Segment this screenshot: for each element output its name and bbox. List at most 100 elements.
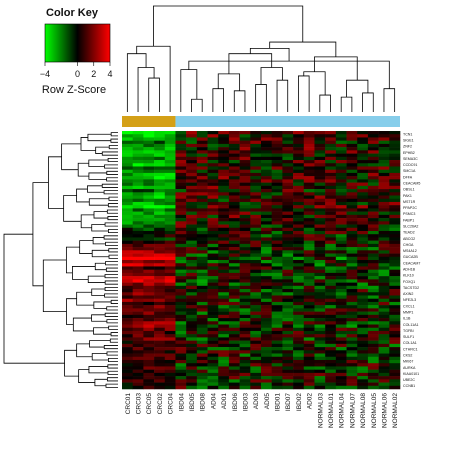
heatmap-cell — [378, 350, 390, 354]
heatmap-cell — [346, 234, 358, 238]
heatmap-cell — [122, 224, 133, 229]
heatmap-cell — [218, 189, 230, 193]
heatmap-cell — [132, 363, 144, 367]
heatmap-cell — [164, 379, 176, 383]
heatmap-cell — [303, 382, 315, 387]
heatmap-cell — [132, 260, 144, 264]
heatmap-cell — [196, 253, 208, 258]
heatmap-cell — [175, 163, 187, 167]
heatmap-cell — [175, 156, 187, 161]
heatmap-cell — [303, 379, 315, 383]
heatmap-cell — [325, 172, 337, 177]
heatmap-cell — [389, 385, 401, 390]
heatmap-cell — [250, 150, 262, 154]
heatmap-cell — [346, 372, 358, 377]
heatmap-cell — [367, 318, 379, 322]
heatmap-cell — [132, 237, 144, 241]
heatmap-cell — [239, 379, 251, 383]
heatmap-cell — [122, 318, 133, 322]
heatmap-cell — [186, 340, 198, 345]
heatmap-cell — [346, 143, 358, 148]
heatmap-cell — [164, 221, 176, 225]
heatmap-cell — [325, 143, 337, 148]
heatmap-cell — [325, 347, 337, 351]
heatmap-cell — [228, 137, 240, 141]
heatmap-cell — [228, 250, 240, 254]
heatmap-cell — [282, 169, 294, 174]
row-dendrogram-branch — [104, 293, 118, 298]
heatmap-cell — [154, 376, 166, 380]
heatmap-cell — [346, 189, 358, 193]
heatmap-cell — [271, 359, 283, 364]
heatmap-cell — [143, 179, 155, 183]
heatmap-cell — [303, 182, 315, 187]
heatmap-cell — [271, 201, 283, 206]
heatmap-cell — [378, 327, 390, 332]
heatmap-cell — [389, 192, 401, 196]
heatmap-cell — [367, 321, 379, 325]
heatmap-cell — [293, 230, 305, 235]
heatmap-cell — [196, 224, 208, 229]
heatmap-cell — [282, 201, 294, 206]
heatmap-cell — [261, 318, 272, 322]
heatmap-cell — [367, 330, 379, 335]
heatmap-cell — [378, 166, 390, 170]
heatmap-cell — [314, 179, 326, 183]
heatmap-cell — [186, 334, 198, 338]
heatmap-cell — [164, 243, 176, 248]
heatmap-cell — [154, 343, 166, 348]
heatmap-cell — [325, 343, 337, 348]
heatmap-cell — [261, 256, 272, 261]
heatmap-cell — [282, 160, 294, 164]
heatmap-cell — [346, 285, 358, 290]
heatmap-cell — [335, 131, 347, 135]
heatmap-cell — [143, 214, 155, 219]
heatmap-cell — [303, 295, 315, 299]
heatmap-cell — [239, 189, 251, 193]
heatmap-cell — [367, 289, 379, 293]
heatmap-cell — [196, 156, 208, 161]
heatmap-cell — [293, 263, 305, 267]
heatmap-cell — [367, 150, 379, 154]
heatmap-cell — [228, 218, 240, 222]
heatmap-cell — [164, 298, 176, 303]
heatmap-cell — [335, 211, 347, 216]
heatmap-cell — [389, 247, 401, 251]
heatmap-cell — [378, 147, 390, 151]
heatmap-cell — [132, 356, 144, 361]
column-label: NORMAL06 — [381, 393, 388, 428]
heatmap-cell — [250, 269, 262, 274]
heatmap-cell — [132, 340, 144, 345]
heatmap-cell — [271, 350, 283, 354]
heatmap-cell — [314, 131, 326, 135]
heatmap-cell — [282, 289, 294, 293]
heatmap-cell — [143, 160, 155, 164]
heatmap-cell — [357, 221, 369, 225]
column-dendrogram — [126, 5, 396, 112]
heatmap-cell — [325, 372, 337, 377]
heatmap-cell — [271, 305, 283, 309]
heatmap-cell — [164, 176, 176, 180]
heatmap-cell — [154, 285, 166, 290]
heatmap-cell — [154, 363, 166, 367]
heatmap-cell — [389, 327, 401, 332]
heatmap-cell — [293, 243, 305, 248]
heatmap-cell — [271, 182, 283, 187]
heatmap-cell — [154, 279, 166, 283]
heatmap-cell — [196, 243, 208, 248]
heatmap-cell — [196, 369, 208, 374]
heatmap-cell — [378, 224, 390, 229]
heatmap-cell — [357, 205, 369, 209]
heatmap-cell — [325, 256, 337, 261]
heatmap-cell — [282, 140, 294, 145]
heatmap-cell — [357, 305, 369, 309]
heatmap-cell — [314, 282, 326, 287]
heatmap-cell — [218, 192, 230, 196]
heatmap-cell — [303, 385, 315, 390]
heatmap-cell — [378, 179, 390, 183]
heatmap-cell — [132, 185, 144, 190]
heatmap-cell — [335, 160, 347, 164]
heatmap-cell — [261, 243, 272, 248]
heatmap-cell — [357, 189, 369, 193]
heatmap-cell — [378, 324, 390, 329]
